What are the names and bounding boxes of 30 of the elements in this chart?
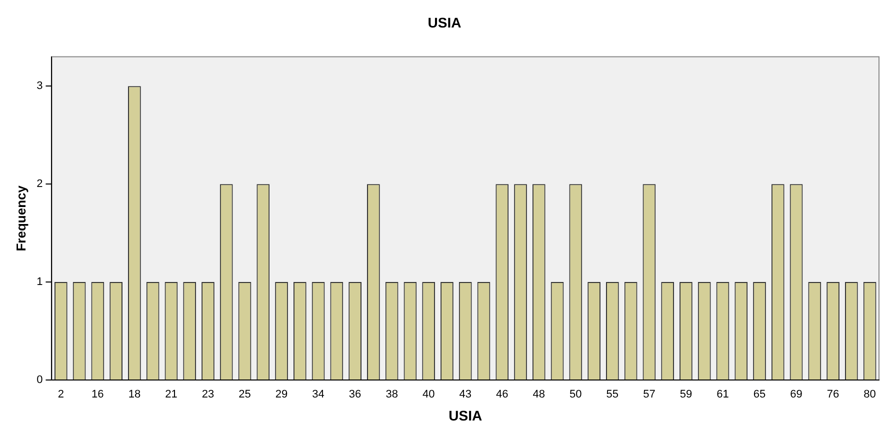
y-tick-label: 0	[36, 374, 43, 386]
x-tick-label: 16	[92, 388, 104, 401]
x-tick-label: 34	[312, 388, 324, 401]
x-tick-label: 50	[570, 388, 582, 401]
x-tick-label: 65	[753, 388, 766, 401]
x-tick-label: 18	[128, 388, 141, 401]
x-tick-label: 23	[202, 388, 214, 401]
x-tick-label: 40	[422, 388, 435, 401]
x-tick-label: 48	[532, 388, 546, 401]
x-tick-label: 61	[716, 388, 729, 401]
x-tick-label: 55	[606, 388, 619, 401]
chart-title: USIA	[428, 14, 462, 30]
x-tick-label: 76	[826, 388, 840, 401]
y-tick-label: 2	[36, 178, 43, 190]
x-tick-label: 21	[165, 388, 178, 401]
y-tick-label: 1	[36, 276, 43, 288]
x-tick-label: 29	[275, 388, 288, 401]
y-axis-title: Frequency	[13, 184, 28, 252]
x-tick-label: 43	[459, 388, 472, 401]
x-tick-label: 38	[386, 388, 398, 401]
x-tick-label: 57	[643, 388, 656, 401]
x-tick-label: 59	[680, 388, 692, 401]
x-tick-label: 36	[348, 388, 362, 401]
y-tick-label: 3	[36, 80, 43, 92]
x-tick-label: 2	[58, 388, 64, 401]
x-axis-title: USIA	[448, 407, 482, 424]
x-tick-label: 25	[238, 388, 251, 401]
x-tick-label: 69	[790, 388, 802, 401]
x-tick-label: 80	[864, 388, 876, 401]
x-tick-label: 46	[496, 388, 508, 401]
